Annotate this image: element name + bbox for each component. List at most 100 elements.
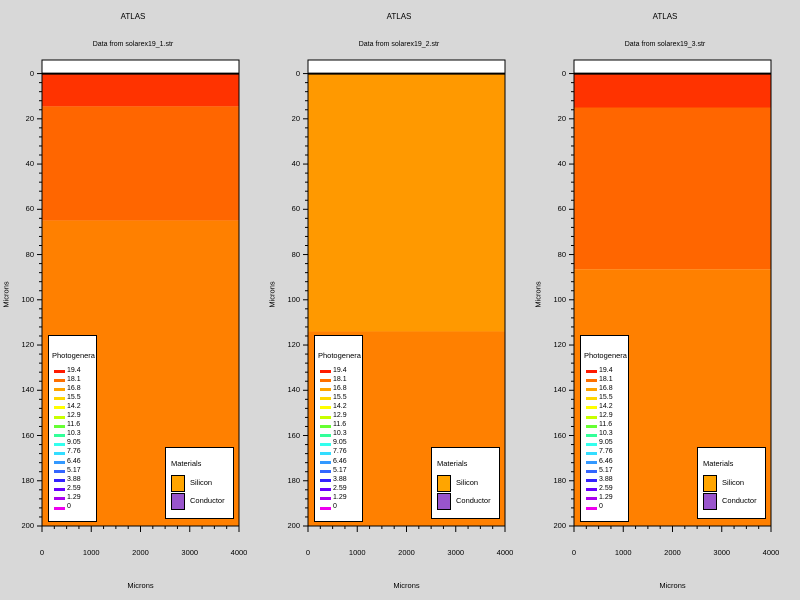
x-axis-label: Microns <box>659 581 686 590</box>
colorbar-swatch <box>586 433 597 437</box>
colorbar-value: 15.5 <box>599 393 613 401</box>
colorbar-swatch <box>54 370 65 373</box>
colorbar-value: 10.3 <box>333 430 347 438</box>
materials-title: Materials <box>437 459 468 468</box>
colorbar-swatch <box>54 433 65 437</box>
colorbar-swatch <box>586 379 597 383</box>
colorbar-value: 2.59 <box>599 484 613 492</box>
region-band-2 <box>574 107 771 270</box>
chart-title: ATLAS <box>386 12 412 21</box>
colorbar-value: 6.46 <box>67 457 81 465</box>
colorbar-swatch <box>54 451 65 455</box>
colorbar-legend: Photogenerat 19.4 18.1 16.8 15.5 14.2 12.9 11.6… <box>48 335 97 522</box>
chart-title: ATLAS <box>120 12 146 21</box>
y-tick-label: 200 <box>553 521 566 530</box>
colorbar-swatch <box>54 397 65 401</box>
colorbar-title: Photogenerat <box>52 351 95 360</box>
x-tick-label: 1000 <box>82 548 100 557</box>
y-tick-label: 0 <box>561 68 566 78</box>
colorbar-legend: Photogenerat 19.4 18.1 16.8 15.5 14.2 12.9 11.6… <box>314 335 363 522</box>
colorbar-value: 18.1 <box>67 375 81 383</box>
colorbar-swatch <box>320 479 331 483</box>
y-axis-label: Microns <box>533 281 543 308</box>
colorbar-value: 2.59 <box>333 484 347 492</box>
material-name: Silicon <box>722 478 745 487</box>
colorbar-value: 11.6 <box>599 421 613 429</box>
colorbar-value: 10.3 <box>67 430 81 438</box>
colorbar-value: 0 <box>67 503 71 510</box>
y-tick-label: 20 <box>557 113 566 123</box>
colorbar-value: 1.29 <box>333 493 347 501</box>
chart-subtitle: Data from solarex19_1.str <box>92 41 174 48</box>
colorbar-value: 18.1 <box>333 375 347 383</box>
y-tick-label: 0 <box>29 68 34 78</box>
colorbar-value: 11.6 <box>333 421 347 429</box>
colorbar-value: 16.8 <box>67 384 81 392</box>
colorbar-value: 7.76 <box>333 448 347 456</box>
colorbar-swatch <box>320 388 331 392</box>
colorbar-swatch <box>586 415 597 419</box>
colorbar-legend: Photogenerat 19.4 18.1 16.8 15.5 14.2 12.9 11.6… <box>580 335 629 522</box>
material-name: Conductor <box>190 496 225 505</box>
colorbar-value: 2.59 <box>67 484 81 492</box>
y-tick-label: 40 <box>291 159 300 169</box>
colorbar-swatch <box>54 488 65 492</box>
y-tick-label: 40 <box>25 159 34 169</box>
material-swatch <box>437 475 451 492</box>
colorbar-swatch <box>586 388 597 392</box>
colorbar-swatch <box>586 497 597 501</box>
x-tick-label: 1000 <box>348 548 366 557</box>
colorbar-value: 3.88 <box>333 475 347 483</box>
colorbar-swatch <box>320 470 331 474</box>
colorbar-swatch <box>54 479 65 483</box>
colorbar-swatch <box>320 442 331 446</box>
y-tick-label: 200 <box>287 521 300 530</box>
x-tick-label: 2000 <box>664 548 681 557</box>
colorbar-swatch <box>586 406 597 410</box>
colorbar-swatch <box>54 424 65 428</box>
y-tick-label: 80 <box>291 249 300 259</box>
colorbar-swatch <box>320 488 331 492</box>
materials-title: Materials <box>703 459 734 468</box>
region-band-2 <box>42 106 239 221</box>
colorbar-swatch <box>586 479 597 483</box>
y-tick-label: 120 <box>21 340 34 350</box>
material-swatch <box>171 475 185 492</box>
y-tick-label: 100 <box>287 294 300 304</box>
materials-title: Materials <box>171 459 202 468</box>
y-tick-label: 60 <box>25 204 34 214</box>
x-tick-label: 4000 <box>762 548 780 557</box>
colorbar-value: 9.05 <box>599 439 613 447</box>
material-swatch <box>703 493 717 510</box>
chart-panel-2: ATLAS Data from solarex19_2.str 0 20 40 60 80 1… <box>266 0 532 600</box>
colorbar-value: 15.5 <box>67 393 81 401</box>
y-tick-label: 40 <box>557 159 566 169</box>
region-band-1 <box>574 73 771 108</box>
colorbar-value: 16.8 <box>599 384 613 392</box>
colorbar-value: 5.17 <box>599 466 613 474</box>
chart-title: ATLAS <box>652 12 678 21</box>
x-tick-label: 2000 <box>398 548 415 557</box>
y-tick-label: 120 <box>287 340 300 350</box>
y-tick-label: 100 <box>553 294 566 304</box>
colorbar-value: 10.3 <box>599 430 613 438</box>
colorbar-value: 18.1 <box>599 375 613 383</box>
y-tick-label: 140 <box>287 385 300 395</box>
materials-legend: Materials Silicon Conductor <box>697 447 766 519</box>
y-tick-label: 180 <box>21 475 34 485</box>
colorbar-value: 0 <box>333 503 337 510</box>
colorbar-swatch <box>54 506 65 510</box>
colorbar-swatch <box>586 451 597 455</box>
colorbar-swatch <box>586 470 597 474</box>
colorbar-value: 6.46 <box>333 457 347 465</box>
colorbar-swatch <box>320 397 331 401</box>
x-tick-label: 3000 <box>447 548 465 557</box>
materials-legend: Materials Silicon Conductor <box>431 447 500 519</box>
colorbar-value: 1.29 <box>67 493 81 501</box>
chart-subtitle: Data from solarex19_3.str <box>624 41 706 48</box>
y-tick-label: 160 <box>21 430 34 440</box>
y-tick-label: 160 <box>287 430 300 440</box>
y-tick-label: 60 <box>291 204 300 214</box>
colorbar-swatch <box>54 388 65 392</box>
colorbar-swatch <box>54 406 65 410</box>
